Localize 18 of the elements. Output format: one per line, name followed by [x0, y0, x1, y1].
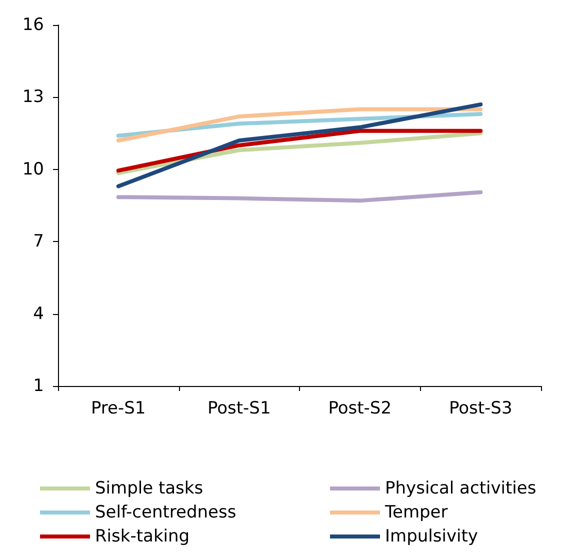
- y-tick-label: 4: [33, 304, 44, 324]
- legend-label: Impulsivity: [385, 526, 478, 546]
- line-series: [116, 190, 483, 203]
- y-tick-label: 10: [22, 159, 44, 180]
- legend-label: Self-centredness: [95, 502, 236, 522]
- y-tick-label: 7: [33, 232, 44, 252]
- x-tick-label: Pre-S1: [90, 398, 146, 418]
- legend-label: Physical activities: [385, 478, 536, 498]
- line-series: [116, 102, 483, 188]
- legend-label: Temper: [384, 502, 448, 522]
- legend-label: Simple tasks: [95, 478, 204, 498]
- x-tick-label: Post-S3: [448, 398, 512, 418]
- x-tick-label: Post-S2: [328, 398, 392, 418]
- y-tick-label: 1: [33, 376, 44, 396]
- legend-label: Risk-taking: [95, 526, 190, 546]
- x-tick-label: Post-S1: [207, 398, 271, 418]
- y-tick-label: 13: [22, 87, 44, 108]
- y-tick-label: 16: [22, 15, 44, 35]
